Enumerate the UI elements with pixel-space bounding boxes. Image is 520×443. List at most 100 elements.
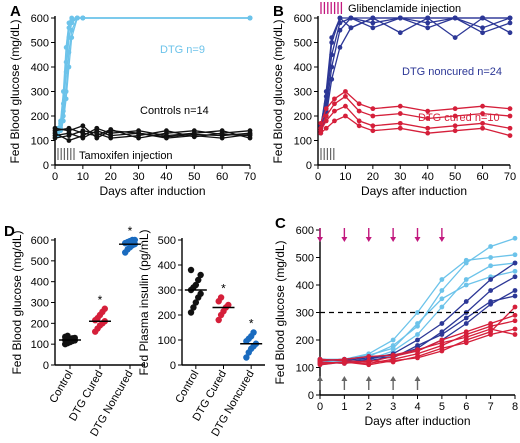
panel-a-data-point: [74, 15, 80, 21]
panel-b-data-point: [397, 111, 403, 116]
panel-c-data-point: [488, 263, 494, 269]
panel-b-data-point: [343, 103, 348, 109]
panel-c-tamoxifen-arrowhead: [365, 376, 372, 381]
panel-c-data-point: [488, 244, 494, 249]
panel-b-x-tick-label: 10: [339, 171, 351, 183]
panel-d-glucose-y-tick-label: 300: [31, 298, 49, 310]
panel-d-glucose-y-tick-label: 600: [31, 235, 49, 247]
panel-c-data-point: [463, 337, 469, 343]
panel-b-data-point: [348, 15, 354, 21]
panel-a-x-tick-label: 60: [216, 171, 228, 183]
panel-a-x-tick-label: 30: [132, 171, 144, 183]
panel-c-y-tick-label: 500: [296, 253, 314, 265]
panel-b-y-tick-label: 200: [294, 111, 312, 123]
panel-c-glibenclamide-arrowhead: [341, 237, 348, 242]
panel-c-data-point: [512, 252, 518, 258]
panel-d-glucose-y-tick-label: 500: [31, 256, 49, 268]
panel-c-x-tick-label: 1: [341, 401, 347, 413]
panel-b-data-point: [480, 25, 485, 31]
panel-d-insulin-category-label: Control: [173, 369, 201, 406]
panel-d-glucose-data-point: [101, 305, 109, 312]
panel-b-data-point: [397, 15, 403, 21]
panel-c-y-axis-label: Fed Blood glucose (mg/dL): [273, 240, 287, 384]
panel-b-data-point: [323, 113, 329, 119]
panel-b-data-point: [329, 76, 335, 82]
panel-c-data-point: [512, 326, 518, 332]
panel-b-data-point: [480, 30, 485, 36]
panel-b-y-tick-label: 400: [294, 62, 312, 74]
panel-a-y-axis-label: Fed Blood glucose (mg/dL): [8, 19, 22, 163]
panel-c-x-axis-label: Days after induction: [364, 414, 470, 428]
panel-b-data-point: [507, 20, 513, 26]
panel-c-x-tick-label: 6: [463, 401, 469, 413]
panel-b-glibenclamide-label: Glibenclamide injection: [348, 3, 461, 15]
panel-c-data-point: [415, 332, 420, 337]
panel-c-tamoxifen-arrowhead: [341, 376, 348, 381]
panel-a-data-point: [52, 130, 58, 136]
panel-c-data-point: [439, 277, 445, 282]
panel-a-data-point: [63, 96, 69, 102]
panel-c-data-point: [366, 354, 372, 359]
panel-b-data-point: [480, 15, 485, 21]
panel-a-data-point: [66, 138, 72, 143]
panel-b-data-point: [425, 116, 431, 121]
panel-c-data-point: [390, 345, 396, 351]
panel-a-panel-letter: A: [10, 3, 21, 20]
panel-c-data-point: [439, 332, 445, 337]
panel-a-tamoxifen-label: Tamoxifen injection: [79, 150, 173, 162]
panel-c-data-point: [463, 329, 469, 335]
panel-a-data-point: [219, 128, 225, 134]
panel-a-data-point: [247, 135, 253, 141]
panel-a-data-point: [69, 35, 75, 40]
panel-a-data-point: [94, 135, 100, 141]
panel-c-x-tick-label: 0: [317, 401, 323, 413]
panel-b-data-point: [452, 15, 458, 21]
panel-d-insulin-significance-marker: *: [221, 282, 226, 296]
panel-d-insulin-data-point: [187, 309, 195, 316]
panel-c-data-point: [415, 310, 420, 315]
panel-c-data-point: [512, 274, 518, 280]
panel-c-x-tick-label: 5: [439, 401, 445, 413]
panel-a-y-tick-label: 100: [31, 136, 49, 148]
panel-b-data-point: [370, 25, 376, 31]
panel-c-glibenclamide-arrowhead: [390, 237, 397, 242]
panel-b-data-point: [332, 108, 337, 114]
panel-d-glucose-significance-marker: *: [98, 293, 103, 307]
panel-b-data-point: [370, 106, 376, 112]
panel-d-insulin-data-point: [217, 294, 225, 301]
panel-b-data-point: [323, 106, 329, 112]
panel-d-insulin: 0 100 200 300 400 500 Fed Plasma insulin (pg/m…: [137, 229, 265, 439]
panel-d-glucose-y-axis-label: Fed Blood glucose (mg/dL): [10, 230, 24, 374]
panel-c-glibenclamide-arrowhead: [317, 237, 323, 242]
panel-d-insulin-data-point: [250, 329, 257, 336]
panel-b-data-point: [480, 125, 485, 131]
panel-c-data-point: [512, 268, 518, 274]
panel-b-data-point: [452, 128, 458, 134]
panel-b-data-point: [337, 15, 343, 21]
panel-c-y-tick-label: 200: [296, 335, 314, 347]
panel-b-data-point: [343, 89, 348, 94]
panel-d-insulin-data-point: [243, 354, 250, 361]
panel-c-data-point: [512, 260, 518, 266]
panel-b-data-point: [425, 125, 431, 131]
panel-b-data-point: [343, 113, 348, 119]
panel-c-data-point: [439, 288, 445, 293]
panel-c-data-point: [512, 332, 518, 337]
panel-b-data-point: [425, 20, 431, 26]
panel-a-data-point: [69, 15, 75, 21]
panel-d-insulin-y-tick-label: 100: [158, 335, 176, 347]
panel-c-data-point: [488, 329, 494, 335]
panel-b-data-point: [323, 118, 329, 124]
panel-d-insulin-data-point: [192, 299, 200, 306]
panel-c-data-point: [512, 288, 518, 293]
panel-c-data-point: [366, 362, 372, 368]
panel-b-data-point: [397, 30, 403, 36]
panel-c-data-point: [317, 360, 323, 366]
panel-a-data-point: [66, 128, 72, 134]
panel-a-data-point: [219, 135, 225, 141]
panel-d-glucose-y-tick-label: 100: [31, 339, 49, 351]
panel-a-data-point: [58, 118, 63, 124]
panel-c-glibenclamide-arrowhead: [414, 237, 421, 242]
panel-a-x-tick-label: 20: [105, 171, 117, 183]
